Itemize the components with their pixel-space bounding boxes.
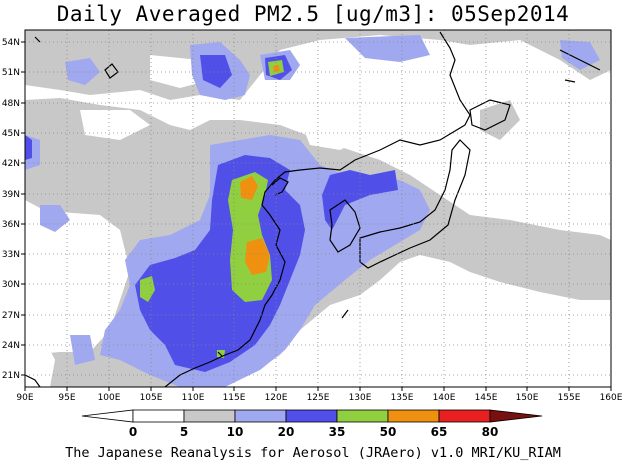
- legend-swatch: [336, 409, 389, 423]
- x-tick-label: 110E: [182, 393, 205, 403]
- band-0-5: [25, 55, 611, 387]
- legend-label: 50: [380, 425, 397, 439]
- lat-lon-grid: [25, 30, 611, 387]
- x-tick-label: 140E: [433, 393, 456, 403]
- x-tick-label: 95E: [58, 393, 75, 403]
- x-tick-label: 125E: [307, 393, 330, 403]
- x-tick-label: 100E: [98, 393, 121, 403]
- legend-swatch: [234, 409, 287, 423]
- legend-swatch: [285, 409, 338, 423]
- axis-ticks: [21, 41, 612, 391]
- y-tick-label: 36N: [2, 220, 20, 230]
- x-tick-label: 155E: [558, 393, 581, 403]
- y-tick-label: 33N: [2, 250, 20, 260]
- x-tick-label: 120E: [265, 393, 288, 403]
- legend-label: 80: [482, 425, 499, 439]
- x-tick-label: 145E: [475, 393, 498, 403]
- legend-label: 20: [278, 425, 295, 439]
- x-tick-label: 90E: [16, 393, 33, 403]
- y-tick-label: 42N: [2, 159, 20, 169]
- x-tick-label: 160E: [600, 393, 623, 403]
- y-tick-label: 39N: [2, 190, 20, 200]
- legend-label: 35: [329, 425, 346, 439]
- y-tick-label: 24N: [2, 341, 20, 351]
- legend-low-arrow: [81, 409, 134, 423]
- legend-high-arrow: [489, 409, 543, 423]
- legend-labels: 0 5 10 20 35 50 65 80: [129, 425, 499, 439]
- x-tick-labels: 90E 95E 100E 105E 110E 115E 120E 125E 13…: [16, 393, 622, 403]
- color-bar-legend: [81, 409, 543, 423]
- data-credit: The Japanese Reanalysis for Aerosol (JRA…: [65, 445, 561, 461]
- x-tick-label: 130E: [349, 393, 372, 403]
- legend-label: 65: [431, 425, 448, 439]
- legend-label: 5: [180, 425, 188, 439]
- y-tick-label: 30N: [2, 280, 20, 290]
- x-tick-label: 150E: [516, 393, 539, 403]
- legend-swatch: [438, 409, 491, 423]
- y-tick-label: 51N: [2, 68, 20, 78]
- map-title: Daily Averaged PM2.5 [ug/m3]: 05Sep2014: [56, 2, 570, 26]
- y-tick-label: 48N: [2, 99, 20, 109]
- band-50-65: [240, 65, 280, 275]
- legend-swatch: [183, 409, 236, 423]
- x-tick-label: 105E: [140, 393, 163, 403]
- legend-swatch: [387, 409, 440, 423]
- y-tick-label: 21N: [2, 371, 20, 381]
- y-tick-label: 45N: [2, 129, 20, 139]
- legend-swatch: [132, 409, 185, 423]
- legend-label: 0: [129, 425, 137, 439]
- y-tick-label: 54N: [2, 38, 20, 48]
- legend-label: 10: [227, 425, 244, 439]
- coastlines: [25, 30, 601, 387]
- y-tick-label: 27N: [2, 311, 20, 321]
- y-tick-labels: 21N 24N 27N 30N 33N 36N 39N 42N 45N 48N …: [2, 38, 20, 381]
- x-tick-label: 115E: [223, 393, 246, 403]
- x-tick-label: 135E: [391, 393, 414, 403]
